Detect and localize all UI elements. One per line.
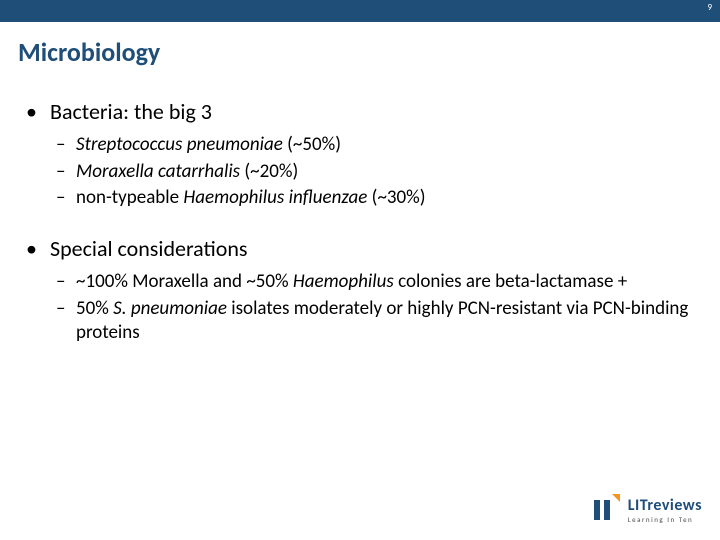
bullet-text: Moraxella catarrhalis (~20%) <box>76 160 694 185</box>
logo-text: LITreviews Learning In Ten <box>628 498 702 523</box>
bullet-dot-icon: • <box>26 98 50 125</box>
slide-content: • Bacteria: the big 3 – Streptococcus pn… <box>0 68 720 346</box>
bullet-level-2: – non-typeable Haemophilus influenzae (~… <box>56 186 694 211</box>
logo-mark-icon <box>588 494 624 526</box>
sub-bullet-group: – ~100% Moraxella and ~50% Haemophilus c… <box>56 270 694 346</box>
dash-icon: – <box>56 186 76 211</box>
dash-icon: – <box>56 270 76 295</box>
bullet-level-1: • Bacteria: the big 3 <box>26 98 694 125</box>
page-number: 9 <box>707 2 712 13</box>
bullet-text: Streptococcus pneumoniae (~50%) <box>76 133 694 158</box>
slide-title: Microbiology <box>0 22 720 68</box>
logo-sub-text: Learning In Ten <box>628 516 702 523</box>
header-bar: 9 <box>0 0 720 22</box>
sub-bullet-group: – Streptococcus pneumoniae (~50%) – Mora… <box>56 133 694 211</box>
brand-logo: LITreviews Learning In Ten <box>588 494 702 526</box>
bullet-heading: Bacteria: the big 3 <box>50 98 212 125</box>
bullet-level-1: • Special considerations <box>26 235 694 262</box>
dash-icon: – <box>56 297 76 346</box>
bullet-level-2: – Moraxella catarrhalis (~20%) <box>56 160 694 185</box>
bullet-level-2: – Streptococcus pneumoniae (~50%) <box>56 133 694 158</box>
dash-icon: – <box>56 133 76 158</box>
bullet-level-2: – ~100% Moraxella and ~50% Haemophilus c… <box>56 270 694 295</box>
bullet-text: 50% S. pneumoniae isolates moderately or… <box>76 297 694 346</box>
bullet-level-2: – 50% S. pneumoniae isolates moderately … <box>56 297 694 346</box>
dash-icon: – <box>56 160 76 185</box>
bullet-dot-icon: • <box>26 235 50 262</box>
bullet-heading: Special considerations <box>50 235 248 262</box>
bullet-text: non-typeable Haemophilus influenzae (~30… <box>76 186 694 211</box>
logo-main-text: LITreviews <box>628 498 702 514</box>
bullet-text: ~100% Moraxella and ~50% Haemophilus col… <box>76 270 694 295</box>
